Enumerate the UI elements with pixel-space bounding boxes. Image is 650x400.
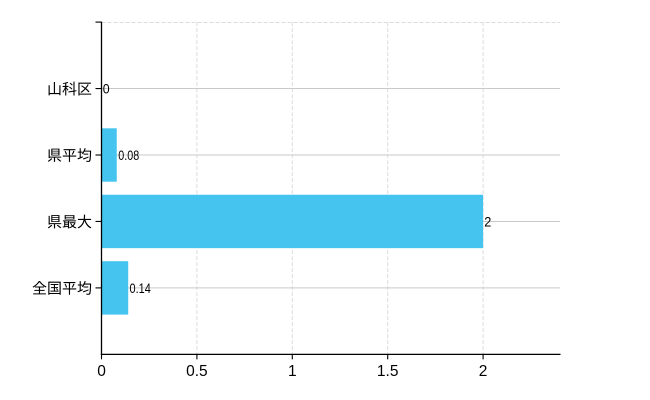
svg-text:2: 2: [484, 214, 491, 230]
svg-text:0.08: 0.08: [118, 147, 139, 163]
svg-text:0.14: 0.14: [130, 280, 151, 296]
svg-text:2: 2: [479, 363, 488, 380]
svg-text:1: 1: [288, 363, 297, 380]
svg-text:0.5: 0.5: [186, 363, 208, 380]
svg-text:0: 0: [103, 81, 110, 97]
svg-text:0: 0: [97, 363, 106, 380]
svg-text:1.5: 1.5: [377, 363, 399, 380]
